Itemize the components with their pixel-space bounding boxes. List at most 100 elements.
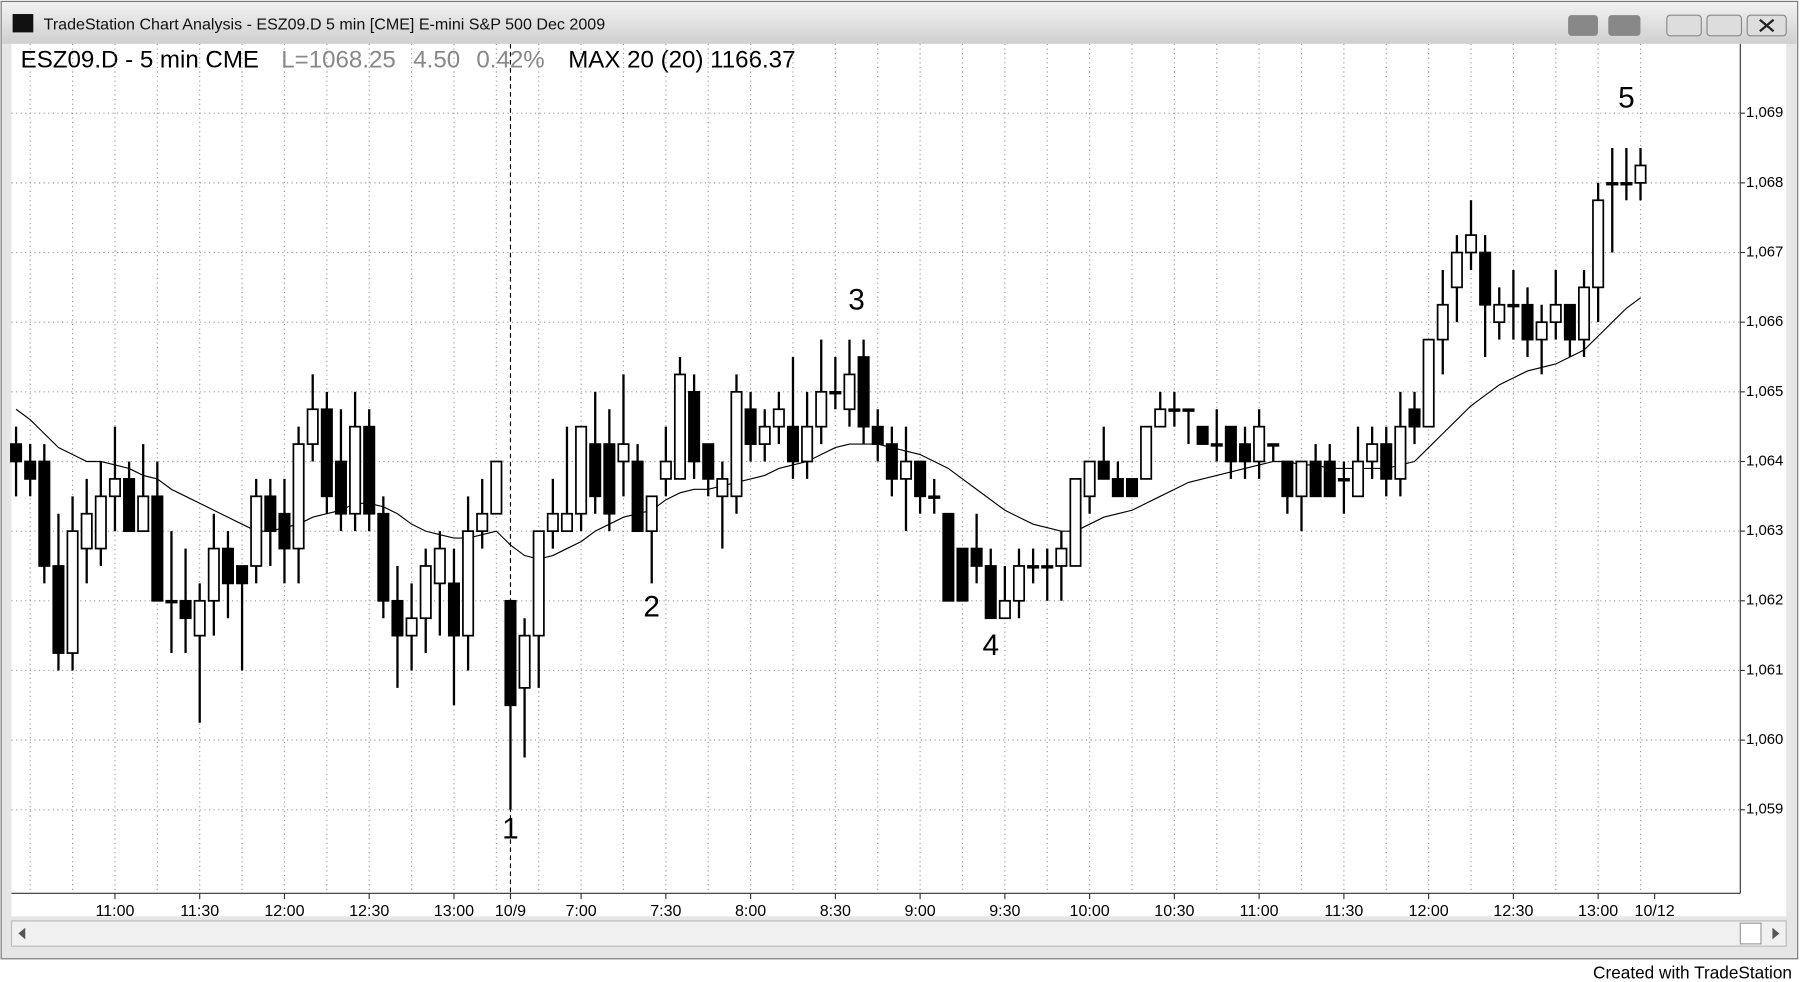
- candle-body: [532, 530, 545, 637]
- wave-label: 4: [982, 629, 999, 662]
- candle-body: [688, 390, 701, 463]
- x-tick-label: 9:00: [904, 902, 935, 920]
- candle-body: [546, 512, 559, 533]
- candle-body: [970, 547, 983, 567]
- candle-body: [942, 512, 955, 602]
- y-tick-label: 1,065: [1746, 383, 1783, 400]
- candle-body: [829, 390, 842, 395]
- candle-body: [998, 599, 1011, 620]
- candle-body: [1422, 338, 1435, 428]
- candle-body: [1337, 478, 1350, 482]
- candle-body: [490, 460, 503, 515]
- x-tick-label: 10:00: [1070, 902, 1110, 920]
- candle-body: [52, 565, 65, 654]
- candle-body: [66, 530, 79, 654]
- candle-body: [758, 425, 771, 445]
- x-tick-label: 11:00: [1240, 902, 1279, 920]
- candle-body: [744, 408, 757, 445]
- candle-body: [1521, 303, 1534, 341]
- candle-body: [207, 547, 220, 602]
- indicator-button[interactable]: [1608, 15, 1641, 36]
- candle-body: [899, 460, 913, 480]
- maximize-button[interactable]: [1706, 14, 1743, 37]
- y-tick-label: 1,067: [1746, 243, 1783, 260]
- candle-body: [1295, 460, 1308, 498]
- x-tick-label: 13:00: [434, 902, 474, 920]
- candle-body: [334, 460, 347, 515]
- candle-body: [1210, 443, 1223, 447]
- candle-body: [151, 495, 164, 602]
- candle-body: [1323, 460, 1336, 498]
- candle-body: [518, 634, 531, 689]
- minimize-button[interactable]: [1666, 14, 1702, 37]
- candle-body: [1224, 425, 1237, 463]
- candle-body: [433, 547, 446, 585]
- candle-body: [80, 512, 93, 550]
- candle-body: [349, 425, 362, 515]
- y-tick-label: 1,069: [1746, 104, 1783, 121]
- app-icon: [12, 14, 34, 33]
- scrollbar[interactable]: [10, 920, 1787, 947]
- y-tick-label: 1,064: [1746, 452, 1783, 469]
- candle-body: [575, 425, 588, 515]
- candle-body: [1549, 303, 1562, 324]
- x-tick-label: 10/12: [1635, 902, 1675, 920]
- candle-body: [38, 460, 51, 567]
- y-tick-label: 1,061: [1746, 661, 1783, 678]
- x-tick-label: 10/9: [495, 902, 526, 920]
- candle-body: [108, 478, 121, 498]
- candle-body: [1577, 286, 1591, 341]
- candle-body: [1083, 460, 1096, 498]
- style-button[interactable]: [1568, 15, 1598, 36]
- candle-body: [631, 460, 644, 533]
- x-tick-label: 11:30: [1324, 902, 1363, 920]
- candle-body: [250, 495, 263, 567]
- candle-body: [278, 512, 291, 550]
- x-tick-label: 7:00: [565, 902, 596, 920]
- net-change: 4.50: [413, 46, 460, 73]
- wave-label: 5: [1618, 82, 1635, 115]
- candle-body: [984, 565, 997, 620]
- candle-body: [1620, 182, 1633, 186]
- candle-body: [786, 425, 800, 463]
- candle-body: [801, 425, 814, 463]
- candle-body: [1041, 565, 1054, 569]
- symbol-label: ESZ09.D - 5 min CME: [21, 46, 259, 73]
- candle-body: [1111, 478, 1124, 498]
- candle-body: [1238, 443, 1252, 463]
- candle-body: [1408, 408, 1421, 428]
- scroll-right[interactable]: [1772, 927, 1780, 940]
- candle-body: [1535, 321, 1548, 341]
- y-tick-label: 1,068: [1746, 174, 1783, 191]
- candle-body: [1253, 425, 1266, 463]
- candle-body: [10, 443, 23, 463]
- candle-body: [871, 425, 884, 445]
- candle-body: [702, 443, 715, 480]
- candle-body: [292, 443, 305, 550]
- candle-body: [264, 495, 277, 533]
- scroll-left[interactable]: [18, 927, 26, 940]
- x-tick-label: 12:30: [349, 902, 389, 920]
- candle-body: [956, 547, 969, 602]
- candle-body: [1493, 303, 1506, 324]
- candle-body: [391, 599, 404, 637]
- x-tick-label: 11:30: [180, 902, 219, 920]
- indicator-label: MAX 20 (20) 1166.37: [568, 46, 795, 73]
- candle-body: [1592, 199, 1605, 289]
- candle-body: [1027, 565, 1040, 569]
- x-tick-label: 7:30: [650, 902, 681, 920]
- candle-body: [1366, 443, 1379, 463]
- candle-body: [1182, 408, 1195, 412]
- candle-body: [716, 478, 729, 498]
- candle-body: [236, 565, 249, 585]
- scroll-thumb[interactable]: [1739, 922, 1762, 945]
- title-buttons[interactable]: [1568, 14, 1787, 37]
- wave-label: 2: [643, 591, 660, 624]
- candle-body: [1267, 443, 1280, 447]
- candle-body: [730, 390, 743, 498]
- candle-body: [1436, 303, 1449, 341]
- candle-body: [179, 599, 192, 620]
- candle-body: [673, 373, 687, 480]
- candle-body: [914, 460, 927, 498]
- title-bar: [2, 2, 1797, 44]
